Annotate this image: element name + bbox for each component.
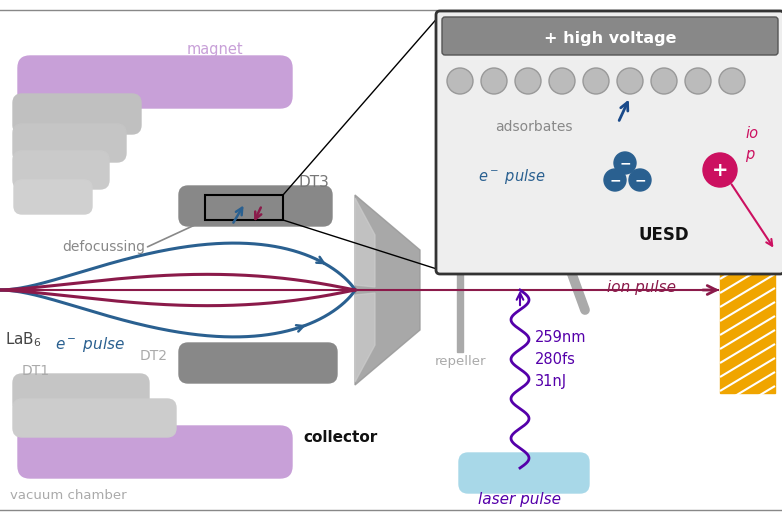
FancyBboxPatch shape bbox=[13, 399, 176, 437]
Polygon shape bbox=[355, 198, 375, 287]
FancyBboxPatch shape bbox=[442, 17, 778, 55]
Circle shape bbox=[481, 68, 507, 94]
Text: defocussing: defocussing bbox=[62, 240, 145, 254]
Circle shape bbox=[685, 68, 711, 94]
Text: DT3: DT3 bbox=[298, 175, 329, 190]
Text: repeller: repeller bbox=[434, 355, 486, 368]
Text: UESD: UESD bbox=[638, 226, 689, 244]
Circle shape bbox=[447, 68, 473, 94]
Circle shape bbox=[614, 152, 636, 174]
Circle shape bbox=[629, 169, 651, 191]
Text: magnet: magnet bbox=[187, 42, 243, 57]
Circle shape bbox=[604, 169, 626, 191]
Text: vacuum chamber: vacuum chamber bbox=[10, 489, 127, 502]
FancyBboxPatch shape bbox=[18, 56, 292, 108]
Text: p: p bbox=[745, 147, 755, 163]
FancyBboxPatch shape bbox=[179, 186, 332, 226]
Bar bbox=[720, 218, 775, 393]
FancyBboxPatch shape bbox=[13, 151, 109, 189]
Text: io: io bbox=[745, 126, 758, 141]
Circle shape bbox=[719, 68, 745, 94]
FancyBboxPatch shape bbox=[18, 426, 292, 478]
Text: collector: collector bbox=[303, 430, 377, 445]
Polygon shape bbox=[355, 290, 420, 385]
FancyBboxPatch shape bbox=[13, 374, 149, 412]
FancyBboxPatch shape bbox=[459, 453, 589, 493]
Polygon shape bbox=[355, 293, 375, 382]
Text: M: M bbox=[732, 192, 748, 210]
Text: ion pulse: ion pulse bbox=[607, 280, 676, 295]
Circle shape bbox=[515, 68, 541, 94]
Circle shape bbox=[617, 68, 643, 94]
FancyBboxPatch shape bbox=[13, 124, 126, 162]
Text: +: + bbox=[712, 160, 728, 180]
Circle shape bbox=[583, 68, 609, 94]
Text: e$^-$ pulse: e$^-$ pulse bbox=[55, 336, 125, 354]
Text: 259nm
280fs
31nJ: 259nm 280fs 31nJ bbox=[535, 330, 586, 389]
Text: adsorbates: adsorbates bbox=[495, 120, 572, 134]
Text: e$^-$ pulse: e$^-$ pulse bbox=[478, 167, 545, 187]
Bar bbox=[457, 242, 463, 352]
FancyBboxPatch shape bbox=[179, 343, 337, 383]
Circle shape bbox=[703, 153, 737, 187]
Text: mirror: mirror bbox=[570, 234, 611, 247]
Text: LaB$_6$: LaB$_6$ bbox=[5, 331, 41, 350]
Text: laser pulse: laser pulse bbox=[479, 492, 561, 507]
Circle shape bbox=[549, 68, 575, 94]
Circle shape bbox=[651, 68, 677, 94]
FancyBboxPatch shape bbox=[436, 11, 782, 274]
Text: + high voltage: + high voltage bbox=[543, 31, 676, 45]
FancyBboxPatch shape bbox=[14, 180, 92, 214]
Text: −: − bbox=[619, 156, 631, 170]
Text: DT1: DT1 bbox=[22, 364, 50, 378]
Text: −: − bbox=[634, 173, 646, 187]
Text: DT2: DT2 bbox=[140, 349, 168, 363]
Text: −: − bbox=[609, 173, 621, 187]
FancyBboxPatch shape bbox=[13, 94, 141, 134]
Polygon shape bbox=[355, 195, 420, 290]
